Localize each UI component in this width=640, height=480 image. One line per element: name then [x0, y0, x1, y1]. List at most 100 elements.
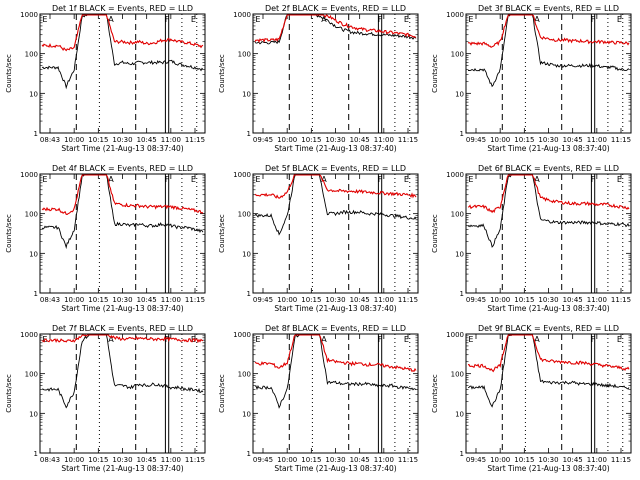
series-events-line	[467, 174, 630, 248]
series-lld-line	[467, 334, 630, 373]
y-tick-label: 1	[460, 450, 464, 458]
x-tick-label: 10:00	[64, 136, 84, 144]
marker-label: E	[42, 175, 47, 184]
marker-label: F	[378, 175, 383, 184]
y-tick-label: 10	[29, 410, 38, 418]
marker-label: F	[165, 15, 170, 24]
chart-panel: Det 8f BLACK = Events, RED = LLD 1 10 100 10…	[218, 324, 419, 473]
x-tick-label: 11:15	[611, 136, 631, 144]
y-tick-label: 1000	[446, 171, 464, 179]
series-lld-line	[41, 334, 204, 344]
y-tick-label: 1	[460, 130, 464, 138]
plot-frame	[465, 13, 632, 134]
series-events-line	[254, 14, 417, 45]
chart-panel: Det 7f BLACK = Events, RED = LLD 1 10 100 10…	[5, 324, 206, 473]
plot-frame	[39, 333, 206, 454]
marker-label: E	[191, 15, 196, 24]
marker-label: F	[591, 175, 596, 184]
marker-label: E	[42, 15, 47, 24]
x-tick-label: 10:00	[64, 296, 84, 304]
x-tick-label: 10:30	[112, 296, 132, 304]
x-tick-label: 11:00	[161, 136, 181, 144]
y-tick-label: 1	[247, 450, 251, 458]
marker-label: F	[165, 335, 170, 344]
x-tick-label: 10:30	[325, 296, 345, 304]
y-tick-label: 1000	[20, 331, 38, 339]
marker-label: A	[534, 15, 540, 24]
x-axis-label: Start Time (21-Aug-13 08:37:40)	[274, 144, 396, 153]
y-axis-label: Counts/sec	[218, 54, 226, 93]
plot-frame	[39, 13, 206, 134]
x-tick-label: 10:45	[350, 296, 370, 304]
x-tick-label: 10:15	[88, 296, 108, 304]
y-tick-label: 1000	[20, 171, 38, 179]
plot-frame	[252, 13, 419, 134]
y-axis-label: Counts/sec	[431, 54, 439, 93]
marker-label: E	[255, 175, 260, 184]
y-tick-label: 1000	[233, 331, 251, 339]
x-tick-label: 10:00	[490, 296, 510, 304]
x-tick-label: 09:45	[253, 456, 273, 464]
series-events-line	[467, 14, 630, 88]
x-tick-label: 11:15	[398, 296, 418, 304]
y-tick-label: 1	[460, 290, 464, 298]
chart-panel: Det 2f BLACK = Events, RED = LLD 1 10 100 10…	[218, 4, 419, 153]
x-tick-label: 10:45	[350, 136, 370, 144]
y-axis-label: Counts/sec	[431, 374, 439, 413]
y-axis-label: Counts/sec	[5, 54, 13, 93]
y-tick-label: 100	[238, 51, 251, 59]
marker-label: F	[378, 335, 383, 344]
series-lld-line	[254, 174, 417, 199]
marker-label: A	[534, 335, 540, 344]
chart-title: Det 7f BLACK = Events, RED = LLD	[52, 324, 193, 333]
marker-label: A	[108, 335, 114, 344]
x-axis-label: Start Time (21-Aug-13 08:37:40)	[487, 144, 609, 153]
marker-label: F	[378, 15, 383, 24]
x-tick-label: 10:15	[514, 136, 534, 144]
series-lld-line	[41, 14, 204, 52]
marker-label: E	[404, 15, 409, 24]
x-tick-label: 10:15	[514, 456, 534, 464]
x-tick-label: 11:00	[374, 136, 394, 144]
x-axis-label: Start Time (21-Aug-13 08:37:40)	[61, 144, 183, 153]
y-tick-label: 1000	[20, 11, 38, 19]
series-events-line	[41, 174, 204, 250]
y-tick-label: 1	[247, 130, 251, 138]
x-tick-label: 11:00	[161, 456, 181, 464]
chart-title: Det 5f BLACK = Events, RED = LLD	[265, 164, 406, 173]
x-tick-label: 11:15	[185, 296, 205, 304]
y-tick-label: 1000	[446, 331, 464, 339]
x-tick-label: 10:30	[538, 456, 558, 464]
chart-title: Det 3f BLACK = Events, RED = LLD	[478, 4, 619, 13]
x-tick-label: 10:00	[490, 456, 510, 464]
x-tick-label: 10:15	[88, 136, 108, 144]
x-tick-label: 11:15	[398, 456, 418, 464]
y-tick-label: 1	[247, 290, 251, 298]
marker-label: A	[321, 175, 327, 184]
marker-label: E	[617, 15, 622, 24]
marker-label: F	[165, 175, 170, 184]
series-lld-line	[467, 174, 630, 214]
x-tick-label: 10:15	[514, 296, 534, 304]
x-axis-label: Start Time (21-Aug-13 08:37:40)	[487, 304, 609, 313]
y-tick-label: 1	[34, 290, 38, 298]
x-tick-label: 09:45	[466, 296, 486, 304]
chart-title: Det 9f BLACK = Events, RED = LLD	[478, 324, 619, 333]
x-axis-label: Start Time (21-Aug-13 08:37:40)	[274, 304, 396, 313]
series-events-line	[254, 174, 417, 236]
x-tick-label: 10:45	[563, 136, 583, 144]
y-tick-label: 10	[455, 250, 464, 258]
series-lld-line	[254, 14, 417, 43]
x-tick-label: 11:15	[611, 296, 631, 304]
chart-panel: Det 1f BLACK = Events, RED = LLD 1 10 100 10…	[5, 4, 206, 153]
marker-label: E	[468, 335, 473, 344]
x-tick-label: 10:00	[490, 136, 510, 144]
y-tick-label: 100	[451, 371, 464, 379]
x-tick-label: 10:45	[137, 136, 157, 144]
chart-panel: Det 4f BLACK = Events, RED = LLD 1 10 100 10…	[5, 164, 206, 313]
x-tick-label: 10:00	[277, 296, 297, 304]
y-axis-label: Counts/sec	[5, 374, 13, 413]
marker-label: A	[321, 335, 327, 344]
x-tick-label: 11:00	[587, 456, 607, 464]
